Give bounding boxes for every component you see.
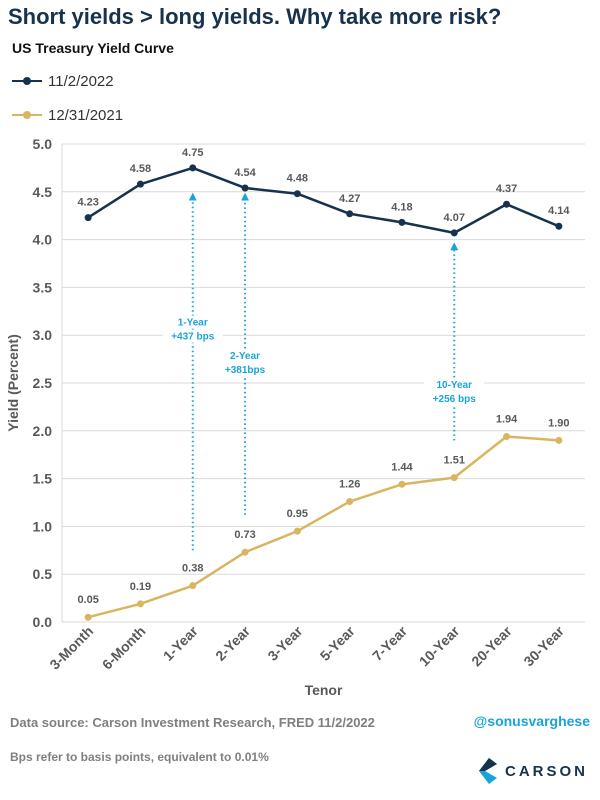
data-label: 4.37 xyxy=(496,183,517,195)
data-label: 1.51 xyxy=(444,455,465,467)
x-tick-label: 3-Year xyxy=(264,622,305,663)
data-label: 1.44 xyxy=(391,461,413,473)
data-point xyxy=(555,222,563,230)
data-point xyxy=(503,200,511,208)
data-point xyxy=(84,613,92,621)
legend-item-2021: 12/31/2021 xyxy=(12,102,123,128)
x-tick-label: 10-Year xyxy=(416,622,463,669)
data-label: 0.05 xyxy=(77,594,98,606)
x-tick-label: 20-Year xyxy=(468,622,515,669)
y-tick-label: 0.5 xyxy=(33,566,53,582)
series-lines xyxy=(84,164,563,621)
data-label: 4.27 xyxy=(339,193,360,205)
x-tick-label: 30-Year xyxy=(520,622,567,669)
carson-logo-text: CARSON xyxy=(504,762,588,780)
x-tick-label: 5-Year xyxy=(317,622,358,663)
carson-logo-icon xyxy=(478,758,497,784)
y-tick-label: 3.5 xyxy=(33,279,53,295)
data-point xyxy=(241,548,249,556)
data-label: 4.75 xyxy=(182,147,203,159)
y-tick-label: 0.0 xyxy=(33,614,53,630)
data-label: 4.48 xyxy=(287,173,308,185)
data-point xyxy=(398,218,406,226)
annotation-label: 2-Year xyxy=(230,351,260,362)
footnote: Bps refer to basis points, equivalent to… xyxy=(10,750,269,764)
y-tick-label: 1.0 xyxy=(33,518,53,534)
data-point xyxy=(346,498,354,506)
y-tick-label: 1.5 xyxy=(33,471,53,487)
annotation-label: +437 bps xyxy=(171,332,215,343)
annotation-label-bg xyxy=(215,363,276,377)
data-point xyxy=(555,436,563,444)
data-label: 0.19 xyxy=(130,581,151,593)
gridlines xyxy=(61,143,585,623)
annotations: 1-Year +437 bps 2-Year +381bps 10-Year +256 b… xyxy=(162,192,485,551)
x-tick-label: 3-Month xyxy=(46,623,96,673)
carson-logo: CARSON xyxy=(478,758,588,784)
series-line-2022 xyxy=(87,166,560,235)
data-label: 1.94 xyxy=(496,414,518,426)
data-source: Data source: Carson Investment Research,… xyxy=(10,715,375,730)
annotation-label: +381bps xyxy=(225,365,266,376)
data-point xyxy=(450,474,458,482)
series-line-2021 xyxy=(87,435,559,619)
data-point xyxy=(503,433,511,441)
data-label: 4.23 xyxy=(77,197,98,209)
annotation-label-bg xyxy=(424,377,485,391)
data-label: 1.90 xyxy=(548,417,569,429)
twitter-handle-link[interactable]: @sonusvarghese xyxy=(473,713,590,729)
annotation-label-bg xyxy=(424,391,485,405)
y-tick-label: 4.0 xyxy=(33,232,53,248)
data-label: 4.54 xyxy=(234,167,256,179)
data-label: 0.38 xyxy=(182,563,203,575)
legend-label-2021: 12/31/2021 xyxy=(48,106,124,124)
legend: 11/2/2022 12/31/2021 xyxy=(12,68,123,128)
headline: Short yields > long yields. Why take mor… xyxy=(8,4,502,29)
data-point xyxy=(136,180,144,188)
annotation-label: 10-Year xyxy=(436,380,472,391)
data-point xyxy=(346,210,354,218)
data-label: 4.14 xyxy=(548,205,570,217)
data-label: 4.58 xyxy=(130,163,151,175)
x-tick-label: 1-Year xyxy=(160,622,201,663)
legend-label-2022: 11/2/2022 xyxy=(48,72,114,90)
data-labels: 4.23 4.58 4.75 4.54 4.48 4.27 4.18 4.07 4.37 4.14… xyxy=(77,147,570,606)
data-point xyxy=(293,527,301,535)
annotation-label-bg xyxy=(162,315,223,329)
data-point xyxy=(189,582,197,590)
data-point xyxy=(136,600,144,608)
x-tick-label: 2-Year xyxy=(212,622,253,663)
legend-swatch-2022 xyxy=(12,75,42,87)
data-label: 0.95 xyxy=(287,508,308,520)
y-axis-title: Yield (Percent) xyxy=(5,334,21,432)
annotation-label: 1-Year xyxy=(178,318,208,329)
data-point xyxy=(241,184,249,192)
data-point xyxy=(84,214,92,222)
y-tick-label: 2.0 xyxy=(33,423,53,439)
annotation-label-bg xyxy=(215,349,276,363)
legend-item-2022: 11/2/2022 xyxy=(12,68,123,94)
y-tick-label: 2.5 xyxy=(33,375,53,391)
y-tick-label: 4.5 xyxy=(33,184,53,200)
chart-title: US Treasury Yield Curve xyxy=(12,40,174,56)
legend-swatch-2021 xyxy=(12,109,42,121)
yield-curve-chart: 1-Year +437 bps 2-Year +381bps 10-Year +256 b… xyxy=(5,136,585,698)
y-tick-label: 3.0 xyxy=(33,327,53,343)
x-axis-title: Tenor xyxy=(305,682,343,698)
data-label: 4.07 xyxy=(444,212,465,224)
data-point xyxy=(398,480,406,488)
data-point xyxy=(450,229,458,237)
annotation-label: +256 bps xyxy=(433,394,477,405)
annotation-label-bg xyxy=(162,329,223,343)
x-tick-label: 7-Year xyxy=(369,622,410,663)
x-tick-label: 6-Month xyxy=(99,623,149,673)
data-point xyxy=(189,164,197,172)
data-point xyxy=(293,190,301,198)
data-label: 0.73 xyxy=(234,529,255,541)
y-tick-label: 5.0 xyxy=(33,136,53,152)
data-label: 4.18 xyxy=(391,201,412,213)
data-label: 1.26 xyxy=(339,479,360,491)
